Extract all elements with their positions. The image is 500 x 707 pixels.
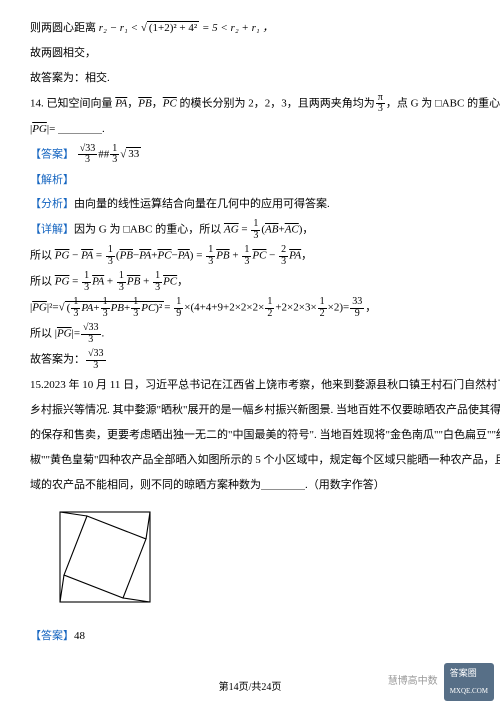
watermarks: 慧博高中数 答案圈MXQE.COM — [388, 663, 494, 701]
line-distance: 则两圆心距离 r₂ − r₁ < √(1+2)² + 4² = 5 < r₂ +… — [30, 18, 470, 39]
line-intersect: 故两圆相交， — [30, 43, 470, 64]
q15-l4: 椒""黄色皇菊"四种农产品全部晒入如图所示的 5 个小区域中，规定每个区域只能晒… — [30, 450, 470, 471]
xiangjie: 【详解】因为 G 为 □ABC 的重心，所以 AG = 13(AB+AC)， — [30, 219, 470, 241]
final-answer: 故答案为：√333 — [30, 349, 470, 371]
watermark-1: 慧博高中数 — [388, 672, 438, 691]
q15-l2: 乡村振兴等情况. 其中婺源"晒秋"展开的是一幅乡村振兴新图景. 当地百姓不仅要晾… — [30, 400, 470, 421]
answer-label: 【答案】 — [30, 630, 74, 642]
q15-l1: 15.2023 年 10 月 11 日，习近平总书记在江西省上饶市考察，他来到婺… — [30, 375, 470, 396]
step-3: |PG|²=√(13PA+13PB+13PC)²= 19×(4+4+9+2×2×… — [30, 297, 470, 319]
analysis-label: 【解析】 — [30, 170, 470, 191]
region-diagram — [50, 502, 470, 620]
q14: 14. 已知空间向量 PA，PB，PC 的模长分别为 2，2，3，且两两夹角均为… — [30, 93, 470, 115]
q15-l3: 的保存和售卖，更要考虑晒出独一无二的"中国最美的符号". 当地百姓现将"金色南瓜… — [30, 425, 470, 446]
q14-eq: |PG|= ＿＿＿＿. — [30, 119, 470, 140]
fenxi: 【分析】由向量的线性运算结合向量在几何中的应用可得答案. — [30, 194, 470, 215]
diagram-svg — [50, 502, 160, 612]
q15-l5: 域的农产品不能相同，则不同的晾晒方案种数为＿＿＿＿.（用数字作答） — [30, 475, 470, 496]
watermark-2: 答案圈MXQE.COM — [444, 663, 494, 701]
step-2: 所以 PG = 13PA + 13PB + 13PC， — [30, 271, 470, 293]
answer-label: 【答案】 — [30, 148, 74, 160]
step-1: 所以 PG − PA = 13(PB−PA+PC−PA) = 13PB + 13… — [30, 245, 470, 267]
line-answer-intersect: 故答案为：相交. — [30, 68, 470, 89]
step-4: 所以 |PG|=√333. — [30, 323, 470, 345]
answer-14: 【答案】 √333##13√33 — [30, 144, 470, 166]
answer-15: 【答案】48 — [30, 626, 470, 647]
